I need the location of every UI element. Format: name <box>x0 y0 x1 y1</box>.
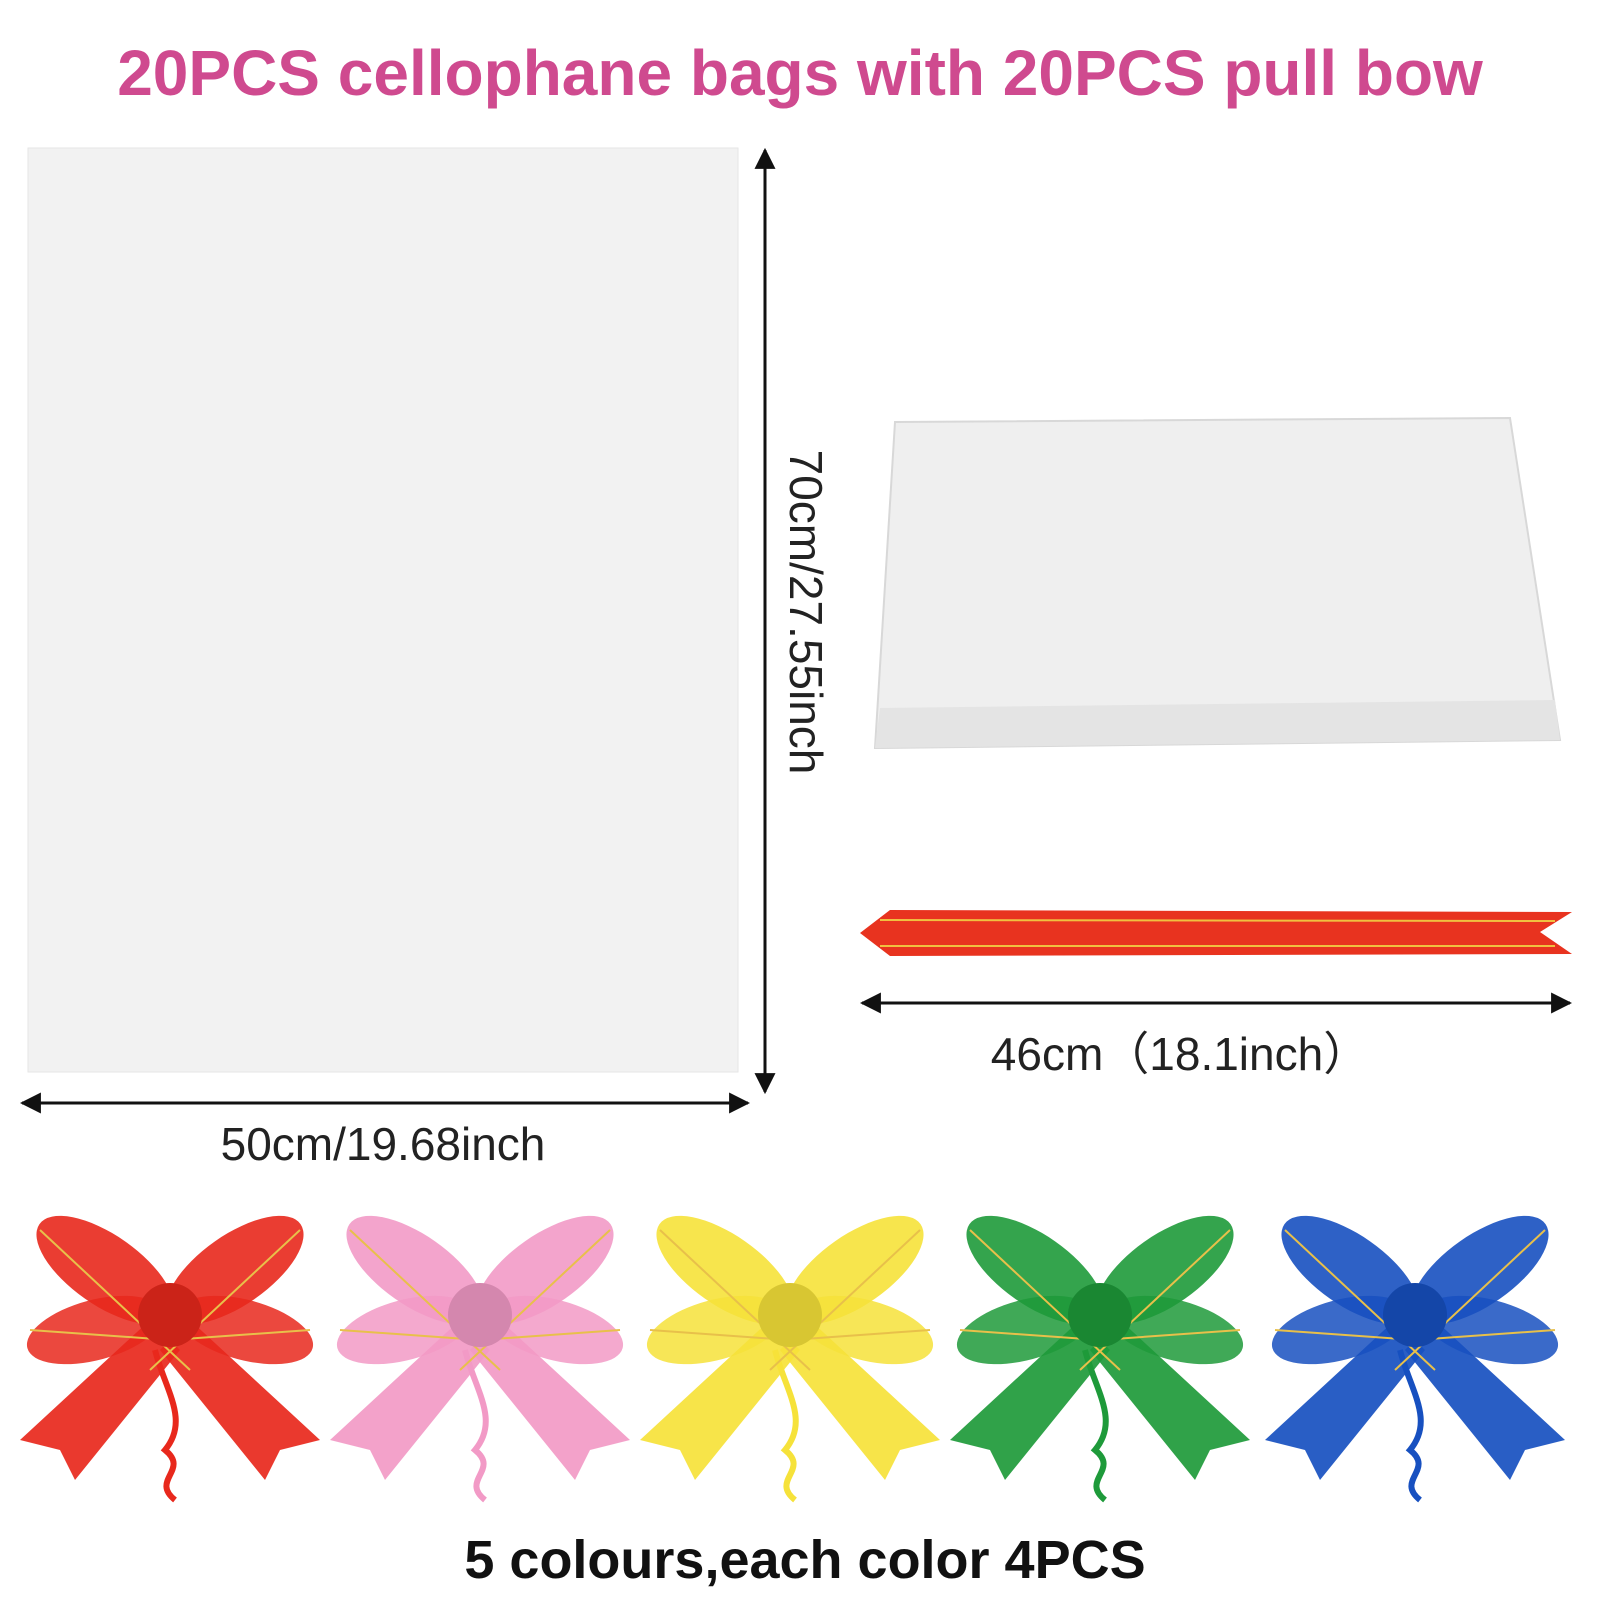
ribbon-strip <box>860 910 1572 956</box>
folded-bag <box>873 416 1562 750</box>
bag-sheet <box>27 147 739 1073</box>
pink-bow <box>329 1195 630 1500</box>
caption: 5 colours,each color 4PCS <box>464 1530 1145 1590</box>
ribbon-stripe <box>879 919 1556 922</box>
title: 20PCS cellophane bags with 20PCS pull bo… <box>117 37 1483 109</box>
yellow-bow <box>639 1195 940 1500</box>
red-bow <box>19 1195 320 1500</box>
bag-fold <box>875 700 1560 748</box>
height-label: 70cm/27.55inch <box>780 450 832 775</box>
length-label: 46cm（18.1inch） <box>991 1028 1369 1080</box>
blue-bow <box>1264 1195 1565 1500</box>
green-bow <box>949 1195 1250 1500</box>
width-label: 50cm/19.68inch <box>221 1118 546 1170</box>
